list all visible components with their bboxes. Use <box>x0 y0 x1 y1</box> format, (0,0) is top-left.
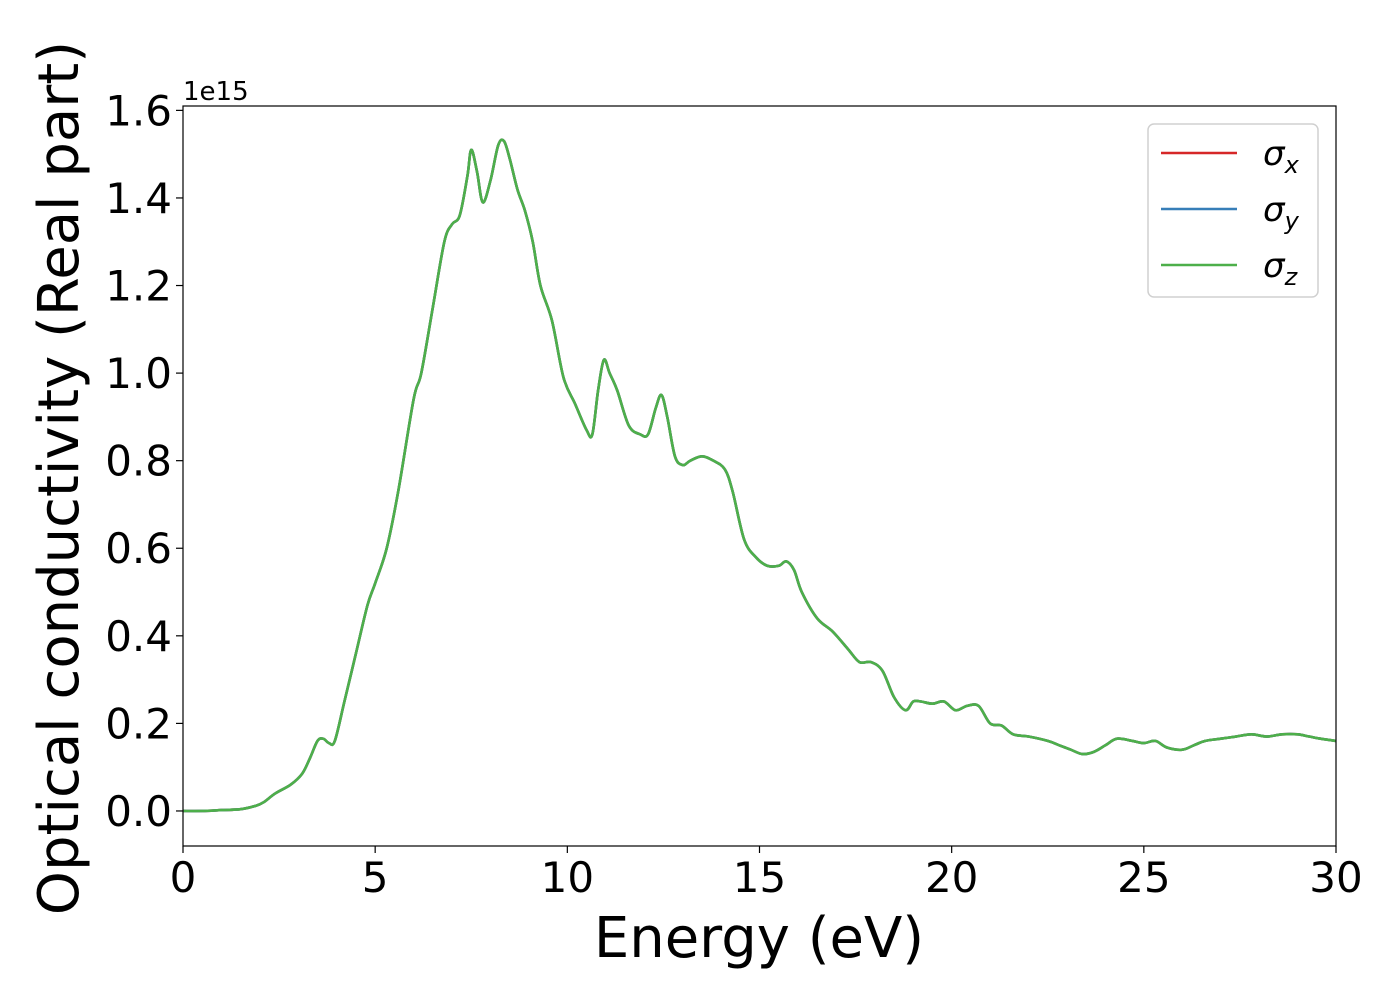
y-tick-label: 1.0 <box>105 349 172 398</box>
legend-label-z: σz <box>1263 246 1299 291</box>
x-tick-label: 15 <box>733 853 786 902</box>
y-offset-label: 1e15 <box>183 77 249 107</box>
y-tick-label: 0.8 <box>105 437 172 486</box>
y-axis-label: Optical conductivity (Real part) <box>27 41 92 915</box>
x-tick-label: 5 <box>362 853 389 902</box>
y-tick-label: 0.2 <box>105 699 172 748</box>
y-tick-label: 1.6 <box>105 86 172 135</box>
y-tick-label: 1.2 <box>105 262 172 311</box>
legend-label-y: σy <box>1263 190 1300 235</box>
x-axis-ticks: 0 5 10 15 20 25 30 <box>170 846 1363 902</box>
y-axis-ticks: 0.0 0.2 0.4 0.6 0.8 1.0 1.2 1.4 1.6 <box>105 86 183 836</box>
y-tick-label: 1.4 <box>105 174 172 223</box>
plot-background <box>183 106 1336 846</box>
x-axis-label: Energy (eV) <box>594 906 924 971</box>
legend: σx σy σz <box>1147 123 1319 298</box>
y-tick-label: 0.4 <box>105 612 172 661</box>
x-tick-label: 30 <box>1309 853 1362 902</box>
plot-area <box>183 106 1336 846</box>
x-tick-label: 20 <box>925 853 978 902</box>
y-tick-label: 0.6 <box>105 524 172 573</box>
x-tick-label: 0 <box>170 853 197 902</box>
y-tick-label: 0.0 <box>105 787 172 836</box>
legend-frame <box>1147 123 1319 298</box>
x-tick-label: 25 <box>1117 853 1170 902</box>
legend-label-x: σx <box>1263 134 1300 179</box>
series-lines <box>183 138 1336 813</box>
x-tick-label: 10 <box>541 853 594 902</box>
series-line-σz <box>183 138 1336 813</box>
